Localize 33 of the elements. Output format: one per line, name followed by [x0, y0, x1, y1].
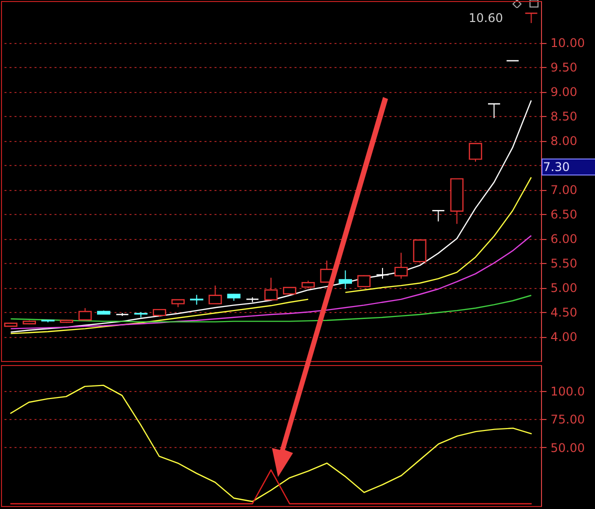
y-tick-label: 4.00 — [550, 330, 578, 344]
line-series — [10, 235, 532, 330]
candlestick — [394, 252, 408, 280]
text: 7.30 — [543, 160, 570, 174]
line-series — [10, 100, 532, 333]
line-series — [10, 384, 532, 502]
candlestick — [487, 103, 501, 119]
y-tick-label: 75.00 — [550, 412, 585, 427]
y-tick-label: 8.00 — [550, 134, 578, 148]
y-tick-label: 6.00 — [550, 232, 578, 246]
y-tick-label: 9.50 — [550, 60, 578, 75]
y-tick-label: 9.00 — [550, 85, 578, 100]
y-tick-label: 8.50 — [550, 110, 578, 124]
y-tick-label: 100.0 — [550, 384, 585, 398]
line-series — [10, 294, 532, 322]
y-tick-label: 6.50 — [550, 208, 578, 222]
candlestick — [524, 12, 538, 24]
candlestick — [468, 142, 482, 162]
candlestick — [432, 210, 445, 222]
y-tick-label: 5.50 — [550, 256, 578, 271]
y-tick-label: 7.00 — [550, 183, 578, 198]
candlestick — [376, 267, 390, 280]
candlestick — [78, 308, 92, 321]
y-tick-label: 10.00 — [550, 36, 585, 50]
candlestick — [413, 239, 426, 264]
y-tick-label: 50.00 — [550, 440, 585, 455]
y-tick-label: 5.00 — [550, 281, 578, 296]
candlestick — [338, 270, 352, 290]
candlestick — [208, 285, 222, 304]
candlestick — [264, 277, 278, 300]
annotation: 10.60 — [468, 11, 503, 25]
y-tick-label: 4.50 — [550, 306, 578, 320]
candlestick — [190, 294, 204, 306]
